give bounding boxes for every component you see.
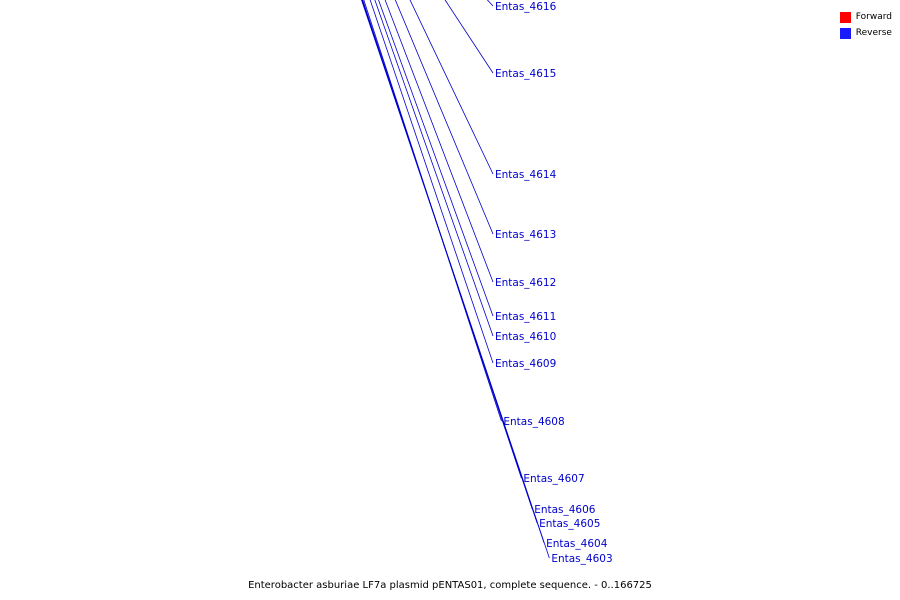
- legend-label-reverse: Reverse: [855, 28, 892, 38]
- gene-label-Entas_4611: Entas_4611: [495, 311, 556, 323]
- gene-label-Entas_4605: Entas_4605: [539, 518, 600, 530]
- legend-item-reverse: Reverse: [839, 25, 892, 41]
- gene-label-Entas_4604: Entas_4604: [546, 538, 608, 550]
- gene-label-Entas_4608: Entas_4608: [503, 416, 564, 428]
- gene-label-Entas_4606: Entas_4606: [534, 504, 596, 516]
- label-leader-Entas_4609: [369, 0, 494, 364]
- gene-label-Entas_4615: Entas_4615: [495, 68, 556, 80]
- label-leader-Entas_4611: [378, 0, 494, 317]
- legend-swatch-forward: [839, 11, 851, 23]
- gene-label-Entas_4609: Entas_4609: [495, 358, 556, 370]
- gene-label-Entas_4610: Entas_4610: [495, 331, 556, 343]
- gene-labels: Entas_4616 Entas_4615 Entas_4614 Entas_4613…: [361, 0, 613, 565]
- gene-label-Entas_4614: Entas_4614: [495, 169, 557, 181]
- legend-label-forward: Forward: [855, 12, 892, 22]
- gene-label-Entas_4603: Entas_4603: [551, 553, 612, 565]
- map-caption: Enterobacter asburiae LF7a plasmid pENTA…: [248, 580, 652, 591]
- gene-label-Entas_4613: Entas_4613: [495, 229, 556, 241]
- label-leader-Entas_4604: [361, 0, 545, 544]
- legend-item-forward: Forward: [839, 9, 892, 25]
- label-leader-Entas_4612: [384, 0, 494, 283]
- gene-label-Entas_4607: Entas_4607: [523, 473, 584, 485]
- label-leader-Entas_4613: [394, 0, 494, 235]
- gene-label-Entas_4616: Entas_4616: [495, 1, 557, 13]
- label-leader-Entas_4603: [361, 0, 550, 559]
- label-leader-Entas_4606: [361, 0, 533, 510]
- legend-swatch-reverse: [839, 27, 851, 39]
- label-leader-Entas_4605: [361, 0, 538, 524]
- label-leader-Entas_4610: [374, 0, 494, 337]
- legend: Forward Reverse: [839, 9, 892, 41]
- label-leader-Entas_4614: [409, 0, 494, 175]
- gene-label-Entas_4612: Entas_4612: [495, 277, 556, 289]
- label-leader-Entas_4615: [444, 0, 494, 74]
